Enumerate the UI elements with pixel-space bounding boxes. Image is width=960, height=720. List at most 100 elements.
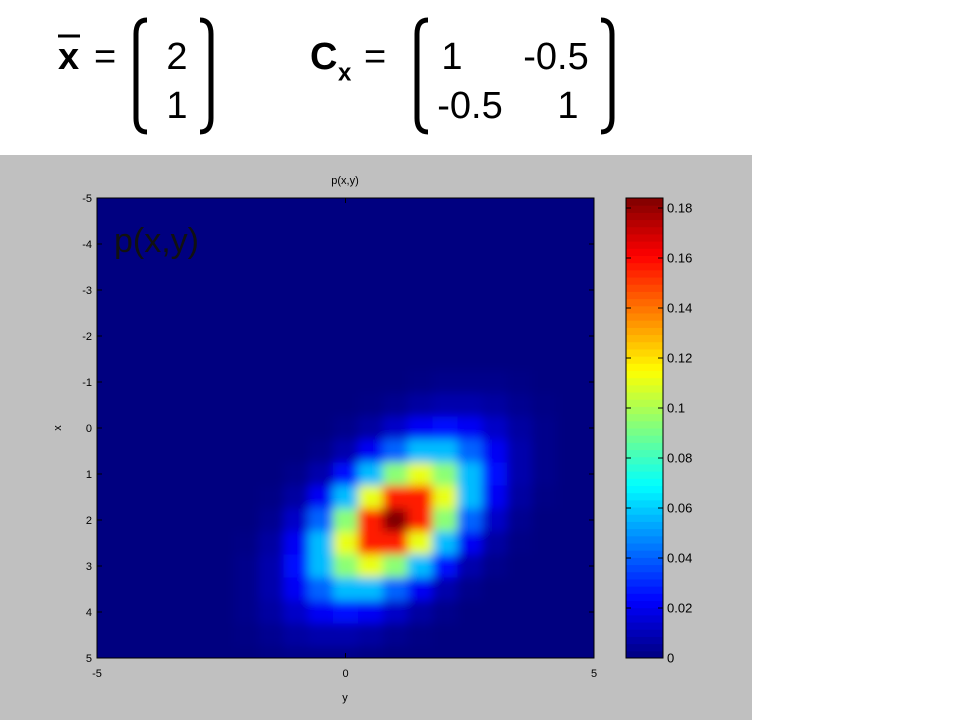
- heatmap-cell: [382, 255, 409, 280]
- heatmap-cell: [333, 485, 359, 510]
- heatmap-cell: [333, 600, 359, 625]
- heatmap-cell: [333, 439, 359, 464]
- heatmap-cell: [308, 508, 334, 533]
- matrix-entry: -0.5: [437, 85, 502, 127]
- heatmap-cell: [556, 577, 583, 602]
- colorbar-swatch: [626, 485, 663, 494]
- heatmap-cell: [233, 600, 260, 625]
- heatmap-cell: [159, 439, 185, 464]
- heatmap-cell: [134, 508, 160, 533]
- heatmap-cell: [531, 531, 558, 556]
- heatmap-cell: [407, 301, 434, 326]
- y-tick-label: -3: [82, 285, 92, 297]
- heatmap-cell: [258, 347, 284, 372]
- heatmap-cell: [482, 370, 508, 395]
- heatmap-cell: [333, 347, 359, 372]
- heatmap-cell: [308, 347, 334, 372]
- heatmap-cell: [159, 623, 185, 648]
- heatmap-cell: [556, 232, 583, 257]
- heatmap-cell: [183, 301, 210, 326]
- heatmap-cell: [507, 416, 533, 441]
- heatmap-cell: [109, 462, 135, 487]
- heatmap-cell: [233, 623, 260, 648]
- heatmap-cell: [507, 577, 533, 602]
- heatmap-cell: [134, 531, 160, 556]
- heatmap-cell: [507, 232, 533, 257]
- heatmap-cell: [507, 324, 533, 349]
- colorbar-swatch: [626, 571, 663, 580]
- heatmap-cell: [432, 577, 458, 602]
- colorbar-tick-label: 0.16: [667, 250, 692, 265]
- heatmap-cell: [97, 462, 111, 487]
- heatmap-cell: [457, 439, 483, 464]
- heatmap-cell: [407, 646, 434, 658]
- heatmap-cell: [581, 485, 594, 510]
- y-tick-label: 3: [86, 561, 92, 573]
- heatmap-cell: [208, 278, 235, 303]
- matrix-entry: 2: [166, 36, 187, 78]
- heatmap-cell: [183, 393, 210, 418]
- heatmap-cell: [283, 370, 309, 395]
- colorbar-swatch: [626, 499, 663, 508]
- heatmap-cell: [382, 209, 409, 234]
- colorbar-swatch: [626, 233, 663, 242]
- heatmap-cell: [407, 577, 434, 602]
- heatmap-cell: [357, 623, 384, 648]
- heatmap-cell: [407, 416, 434, 441]
- heatmap-cell: [283, 324, 309, 349]
- heatmap-cell: [283, 531, 309, 556]
- heatmap-cell: [581, 531, 594, 556]
- heatmap-cell: [432, 508, 458, 533]
- heatmap-cell: [258, 232, 284, 257]
- heatmap-cell: [308, 232, 334, 257]
- colorbar-swatch: [626, 528, 663, 537]
- heatmap-cell: [233, 278, 260, 303]
- heatmap-cell: [97, 646, 111, 658]
- heatmap-cell: [134, 600, 160, 625]
- heatmap-cell: [233, 370, 260, 395]
- heatmap-cell: [531, 623, 558, 648]
- heatmap-cell: [109, 577, 135, 602]
- colorbar-tick-label: 0.02: [667, 600, 692, 615]
- heatmap-cell: [432, 324, 458, 349]
- heatmap-cell: [308, 485, 334, 510]
- colorbar-swatch: [626, 449, 663, 458]
- heatmap-cell: [531, 416, 558, 441]
- colorbar-swatch: [626, 643, 663, 652]
- y-tick-label: 4: [86, 607, 92, 619]
- heatmap-cell: [233, 255, 260, 280]
- heatmap-cell: [482, 324, 508, 349]
- heatmap-cell: [531, 278, 558, 303]
- heatmap-cell: [407, 508, 434, 533]
- heatmap-cell: [531, 255, 558, 280]
- heatmap-cell: [159, 278, 185, 303]
- heatmap-cell: [233, 324, 260, 349]
- colorbar-swatch: [626, 550, 663, 558]
- heatmap-cell: [97, 623, 111, 648]
- mean-symbol: x: [58, 36, 79, 78]
- colorbar-swatch: [626, 420, 663, 429]
- colorbar-swatch: [626, 341, 663, 350]
- heatmap-cell: [134, 232, 160, 257]
- colorbar-swatch: [626, 269, 663, 278]
- colorbar-swatch: [626, 406, 663, 415]
- heatmap-cell: [407, 370, 434, 395]
- heatmap-cell: [531, 577, 558, 602]
- heatmap-cell: [308, 623, 334, 648]
- colorbar-swatch: [626, 198, 663, 206]
- heatmap-cell: [308, 370, 334, 395]
- heatmap-cell: [432, 600, 458, 625]
- heatmap-cell: [183, 439, 210, 464]
- heatmap-cell: [233, 347, 260, 372]
- heatmap-cell: [382, 577, 409, 602]
- heatmap-cell: [134, 554, 160, 579]
- heatmap-cell: [382, 508, 409, 533]
- colorbar-tick-label: 0.04: [667, 550, 692, 565]
- heatmap-cell: [283, 198, 309, 211]
- heatmap-cell: [382, 600, 409, 625]
- heatmap-cell: [283, 554, 309, 579]
- heatmap-cell: [283, 577, 309, 602]
- plot-area: [97, 198, 594, 658]
- heatmap-cell: [482, 255, 508, 280]
- heatmap-cell: [97, 554, 111, 579]
